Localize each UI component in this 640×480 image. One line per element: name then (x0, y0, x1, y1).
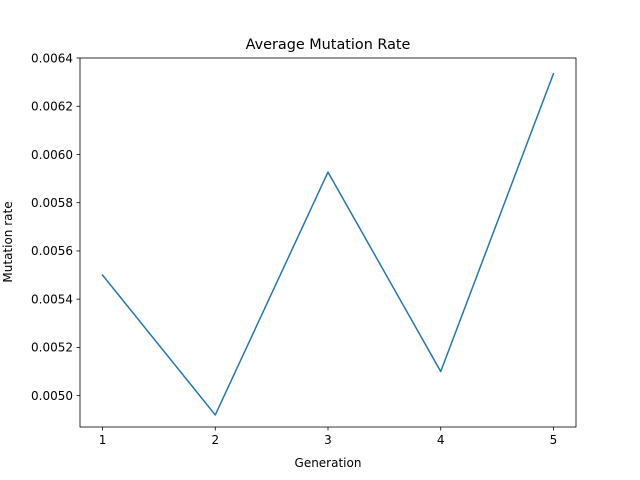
x-tick-label: 4 (437, 433, 445, 447)
y-axis-ticks: 0.0050 0.0052 0.0054 0.0056 0.0058 0.0060 0.00… (31, 51, 80, 403)
x-tick-label: 2 (211, 433, 219, 447)
y-tick-label: 0.0054 (31, 292, 73, 306)
y-tick-label: 0.0052 (31, 341, 73, 355)
y-tick-label: 0.0060 (31, 148, 73, 162)
x-tick-label: 1 (99, 433, 107, 447)
series-line (101, 72, 555, 416)
x-tick-label: 5 (550, 433, 558, 447)
x-axis-ticks: 1 2 3 4 5 (99, 427, 558, 447)
x-tick-label: 3 (324, 433, 332, 447)
y-axis-label: Mutation rate (1, 201, 15, 282)
chart-title: Average Mutation Rate (246, 37, 411, 53)
y-tick-label: 0.0056 (31, 244, 73, 258)
x-axis-label: Generation (295, 456, 362, 470)
y-tick-label: 0.0050 (31, 389, 73, 403)
y-tick-label: 0.0064 (31, 51, 73, 65)
y-tick-label: 0.0058 (31, 196, 73, 210)
y-tick-label: 0.0062 (31, 100, 73, 114)
plot-frame (79, 57, 577, 428)
